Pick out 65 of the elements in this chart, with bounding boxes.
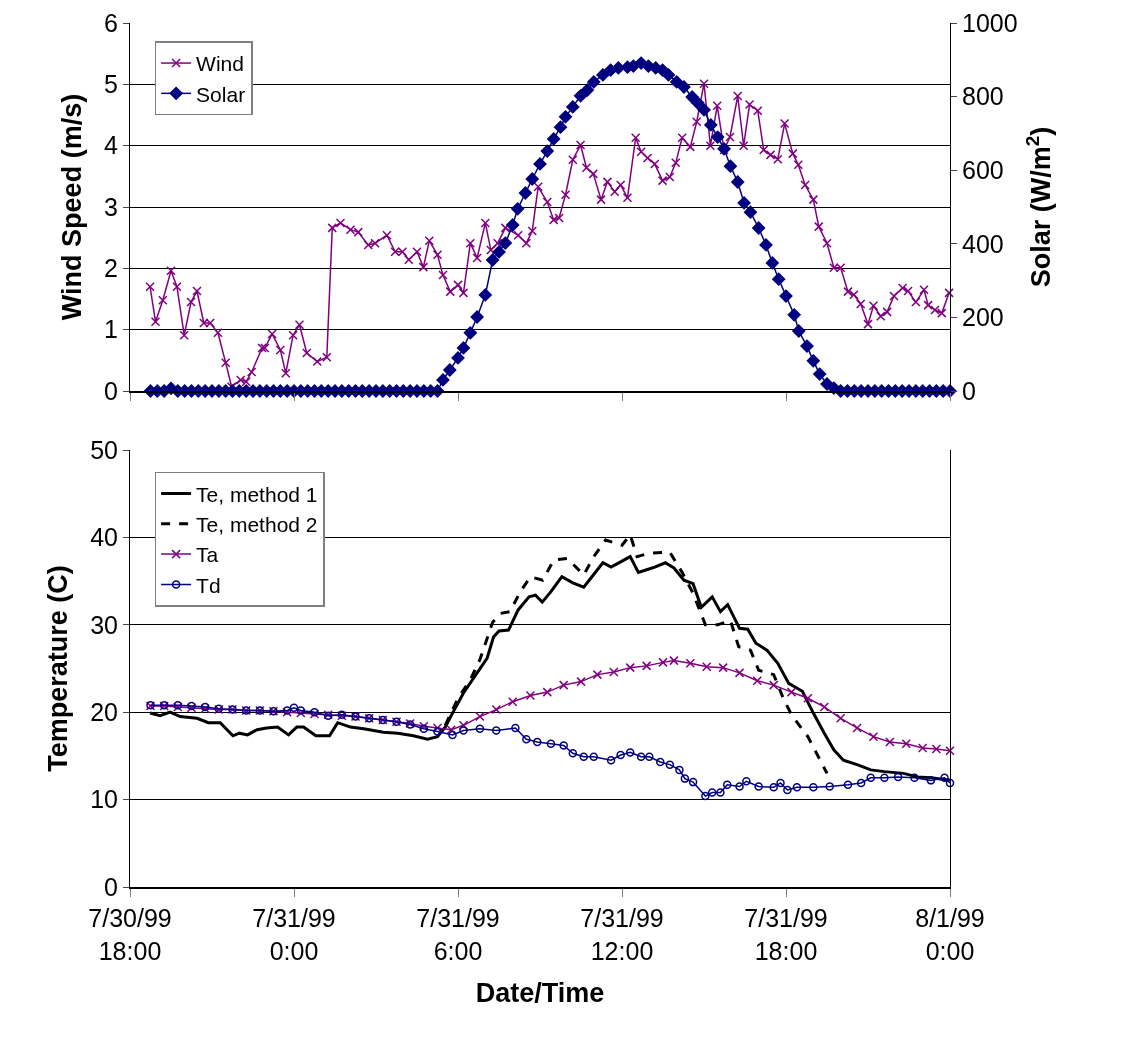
x-tick-label: 8/1/99 0:00 bbox=[915, 904, 985, 965]
point bbox=[852, 723, 862, 733]
y2-tick-label: 200 bbox=[962, 303, 1004, 332]
legend-label: Solar bbox=[196, 82, 246, 106]
legend-label: Te, method 1 bbox=[196, 482, 318, 506]
point bbox=[701, 662, 712, 672]
point bbox=[592, 669, 603, 680]
y-tick-label: 50 bbox=[90, 435, 118, 464]
point bbox=[576, 676, 586, 687]
legend-label: Wind bbox=[196, 52, 244, 76]
y2-tick-label: 1000 bbox=[962, 8, 1018, 37]
y2-tick-label: 600 bbox=[962, 155, 1004, 184]
point bbox=[734, 668, 745, 678]
point bbox=[432, 723, 443, 733]
y2-tick-label: 400 bbox=[962, 229, 1004, 258]
point bbox=[475, 711, 485, 722]
y-tick-label: 30 bbox=[90, 610, 118, 639]
point bbox=[885, 737, 895, 747]
point bbox=[685, 658, 696, 669]
y-axis-title: Wind Speed (m/s) bbox=[57, 93, 88, 321]
legend-label: Te, method 2 bbox=[196, 512, 318, 536]
x-tick-label: 7/31/99 6:00 bbox=[416, 904, 500, 965]
point bbox=[641, 661, 652, 671]
y2-tick-label: 0 bbox=[962, 376, 976, 405]
y-axis-title: Temperature (C) bbox=[43, 565, 74, 772]
point bbox=[542, 687, 553, 697]
point bbox=[786, 687, 797, 697]
x-tick-label: 7/31/99 18:00 bbox=[744, 904, 828, 965]
point bbox=[458, 720, 469, 731]
y2-tick-label: 800 bbox=[962, 82, 1004, 111]
y-tick-label: 10 bbox=[90, 785, 118, 814]
y-tick-label: 1 bbox=[104, 315, 118, 344]
y-tick-label: 3 bbox=[104, 192, 118, 221]
y-tick-label: 0 bbox=[104, 376, 118, 405]
legend-label: Ta bbox=[196, 543, 219, 567]
x-tick-label: 7/31/99 12:00 bbox=[580, 904, 664, 965]
point bbox=[491, 704, 502, 715]
x-tick-label: 7/30/99 18:00 bbox=[88, 904, 172, 965]
point bbox=[768, 680, 779, 690]
point bbox=[525, 690, 536, 701]
y-tick-label: 40 bbox=[90, 523, 118, 552]
x-tick-label: 7/31/99 0:00 bbox=[252, 904, 336, 965]
point bbox=[718, 662, 728, 673]
point bbox=[901, 738, 912, 749]
y-tick-label: 20 bbox=[90, 697, 118, 726]
y-tick-label: 2 bbox=[104, 254, 118, 283]
legend-label: Td bbox=[196, 573, 221, 597]
y-tick-label: 0 bbox=[104, 872, 118, 901]
y-tick-label: 6 bbox=[104, 8, 118, 37]
point bbox=[507, 696, 518, 707]
point bbox=[835, 713, 846, 724]
y-tick-label: 5 bbox=[104, 70, 118, 99]
x-axis-title: Date/Time bbox=[475, 978, 605, 1009]
point bbox=[558, 680, 569, 690]
point bbox=[931, 744, 942, 754]
point bbox=[945, 745, 955, 756]
point bbox=[917, 743, 928, 753]
y-tick-label: 4 bbox=[104, 131, 119, 160]
point bbox=[609, 667, 619, 677]
point bbox=[819, 702, 830, 712]
point bbox=[868, 731, 879, 742]
point bbox=[803, 693, 813, 703]
point bbox=[446, 724, 456, 735]
point bbox=[752, 675, 763, 686]
point bbox=[625, 662, 635, 673]
